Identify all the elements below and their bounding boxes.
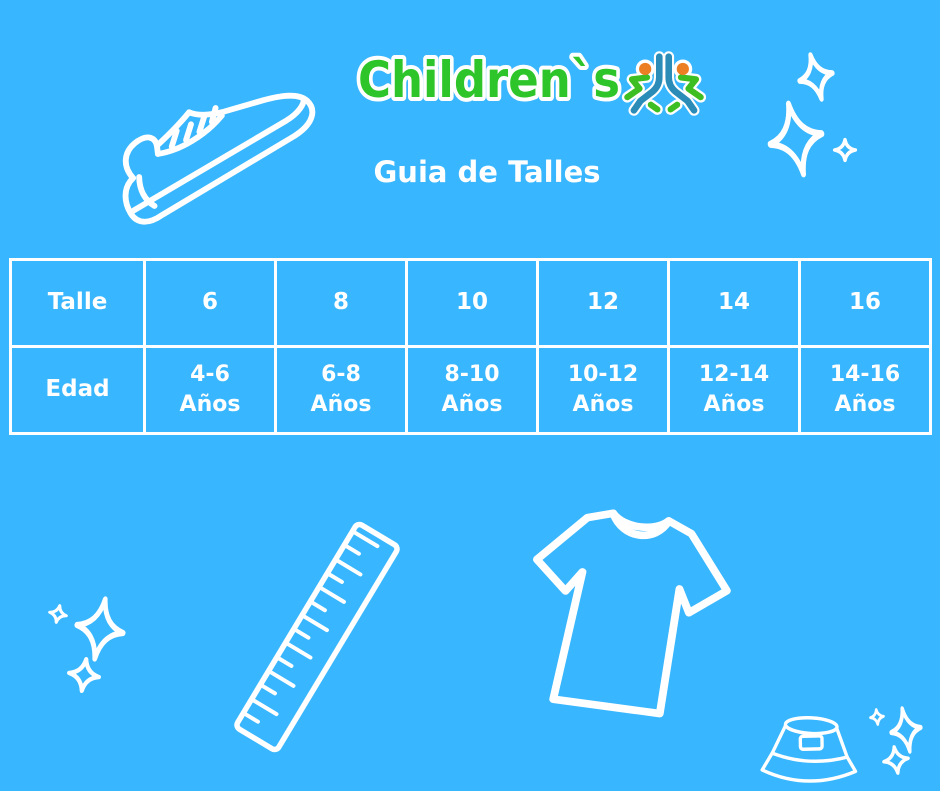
edad-unit: Años [179,392,241,417]
edad-range: 12-14 [698,362,770,388]
edad-cell: 10-12 Años [539,348,667,432]
sparkle-icon [793,49,840,104]
edad-unit: Años [572,392,634,417]
edad-unit: Años [310,392,372,417]
sparkle-icon [761,96,832,182]
edad-unit: Años [441,392,503,417]
edad-range: 10-12 [567,362,639,388]
edad-unit: Años [703,392,765,417]
edad-range: 8-10 [444,362,500,388]
sparkle-icon [70,593,130,665]
edad-range: 14-16 [829,362,901,388]
logo-wordmark: Children`s [358,51,620,109]
size-guide-table: Talle 6 8 10 12 14 16 Edad 4-6 Años 6-8 … [9,258,932,435]
talle-cell: 16 [801,261,929,345]
sparkle-icon [832,137,858,163]
talle-cell: 6 [146,261,274,345]
talle-cell: 8 [277,261,405,345]
edad-cell: 12-14 Años [670,348,798,432]
logo-text: Children`s [354,47,624,113]
edad-unit: Años [834,392,896,417]
bucket-hat-icon [758,707,862,790]
sparkle-icon [886,705,926,756]
edad-cell: 6-8 Años [277,348,405,432]
page-title: Guia de Talles [373,155,601,189]
row-header-edad: Edad [12,348,143,432]
edad-cell: 4-6 Años [146,348,274,432]
row-header-talle: Talle [12,261,143,345]
tshirt-icon [485,478,760,765]
talle-cell: 12 [539,261,667,345]
ruler-icon [232,512,402,762]
talle-cell: 10 [408,261,536,345]
sparkle-icon [881,744,911,775]
sneaker-icon [79,29,350,259]
talle-cell: 14 [670,261,798,345]
sparkle-icon [47,603,68,624]
edad-range: 4-6 [190,362,230,388]
edad-cell: 14-16 Años [801,348,929,432]
sparkle-icon [869,708,885,726]
edad-cell: 8-10 Años [408,348,536,432]
children-logo-mark-icon [621,51,707,116]
edad-range: 6-8 [321,362,361,388]
sparkle-icon [66,656,102,694]
